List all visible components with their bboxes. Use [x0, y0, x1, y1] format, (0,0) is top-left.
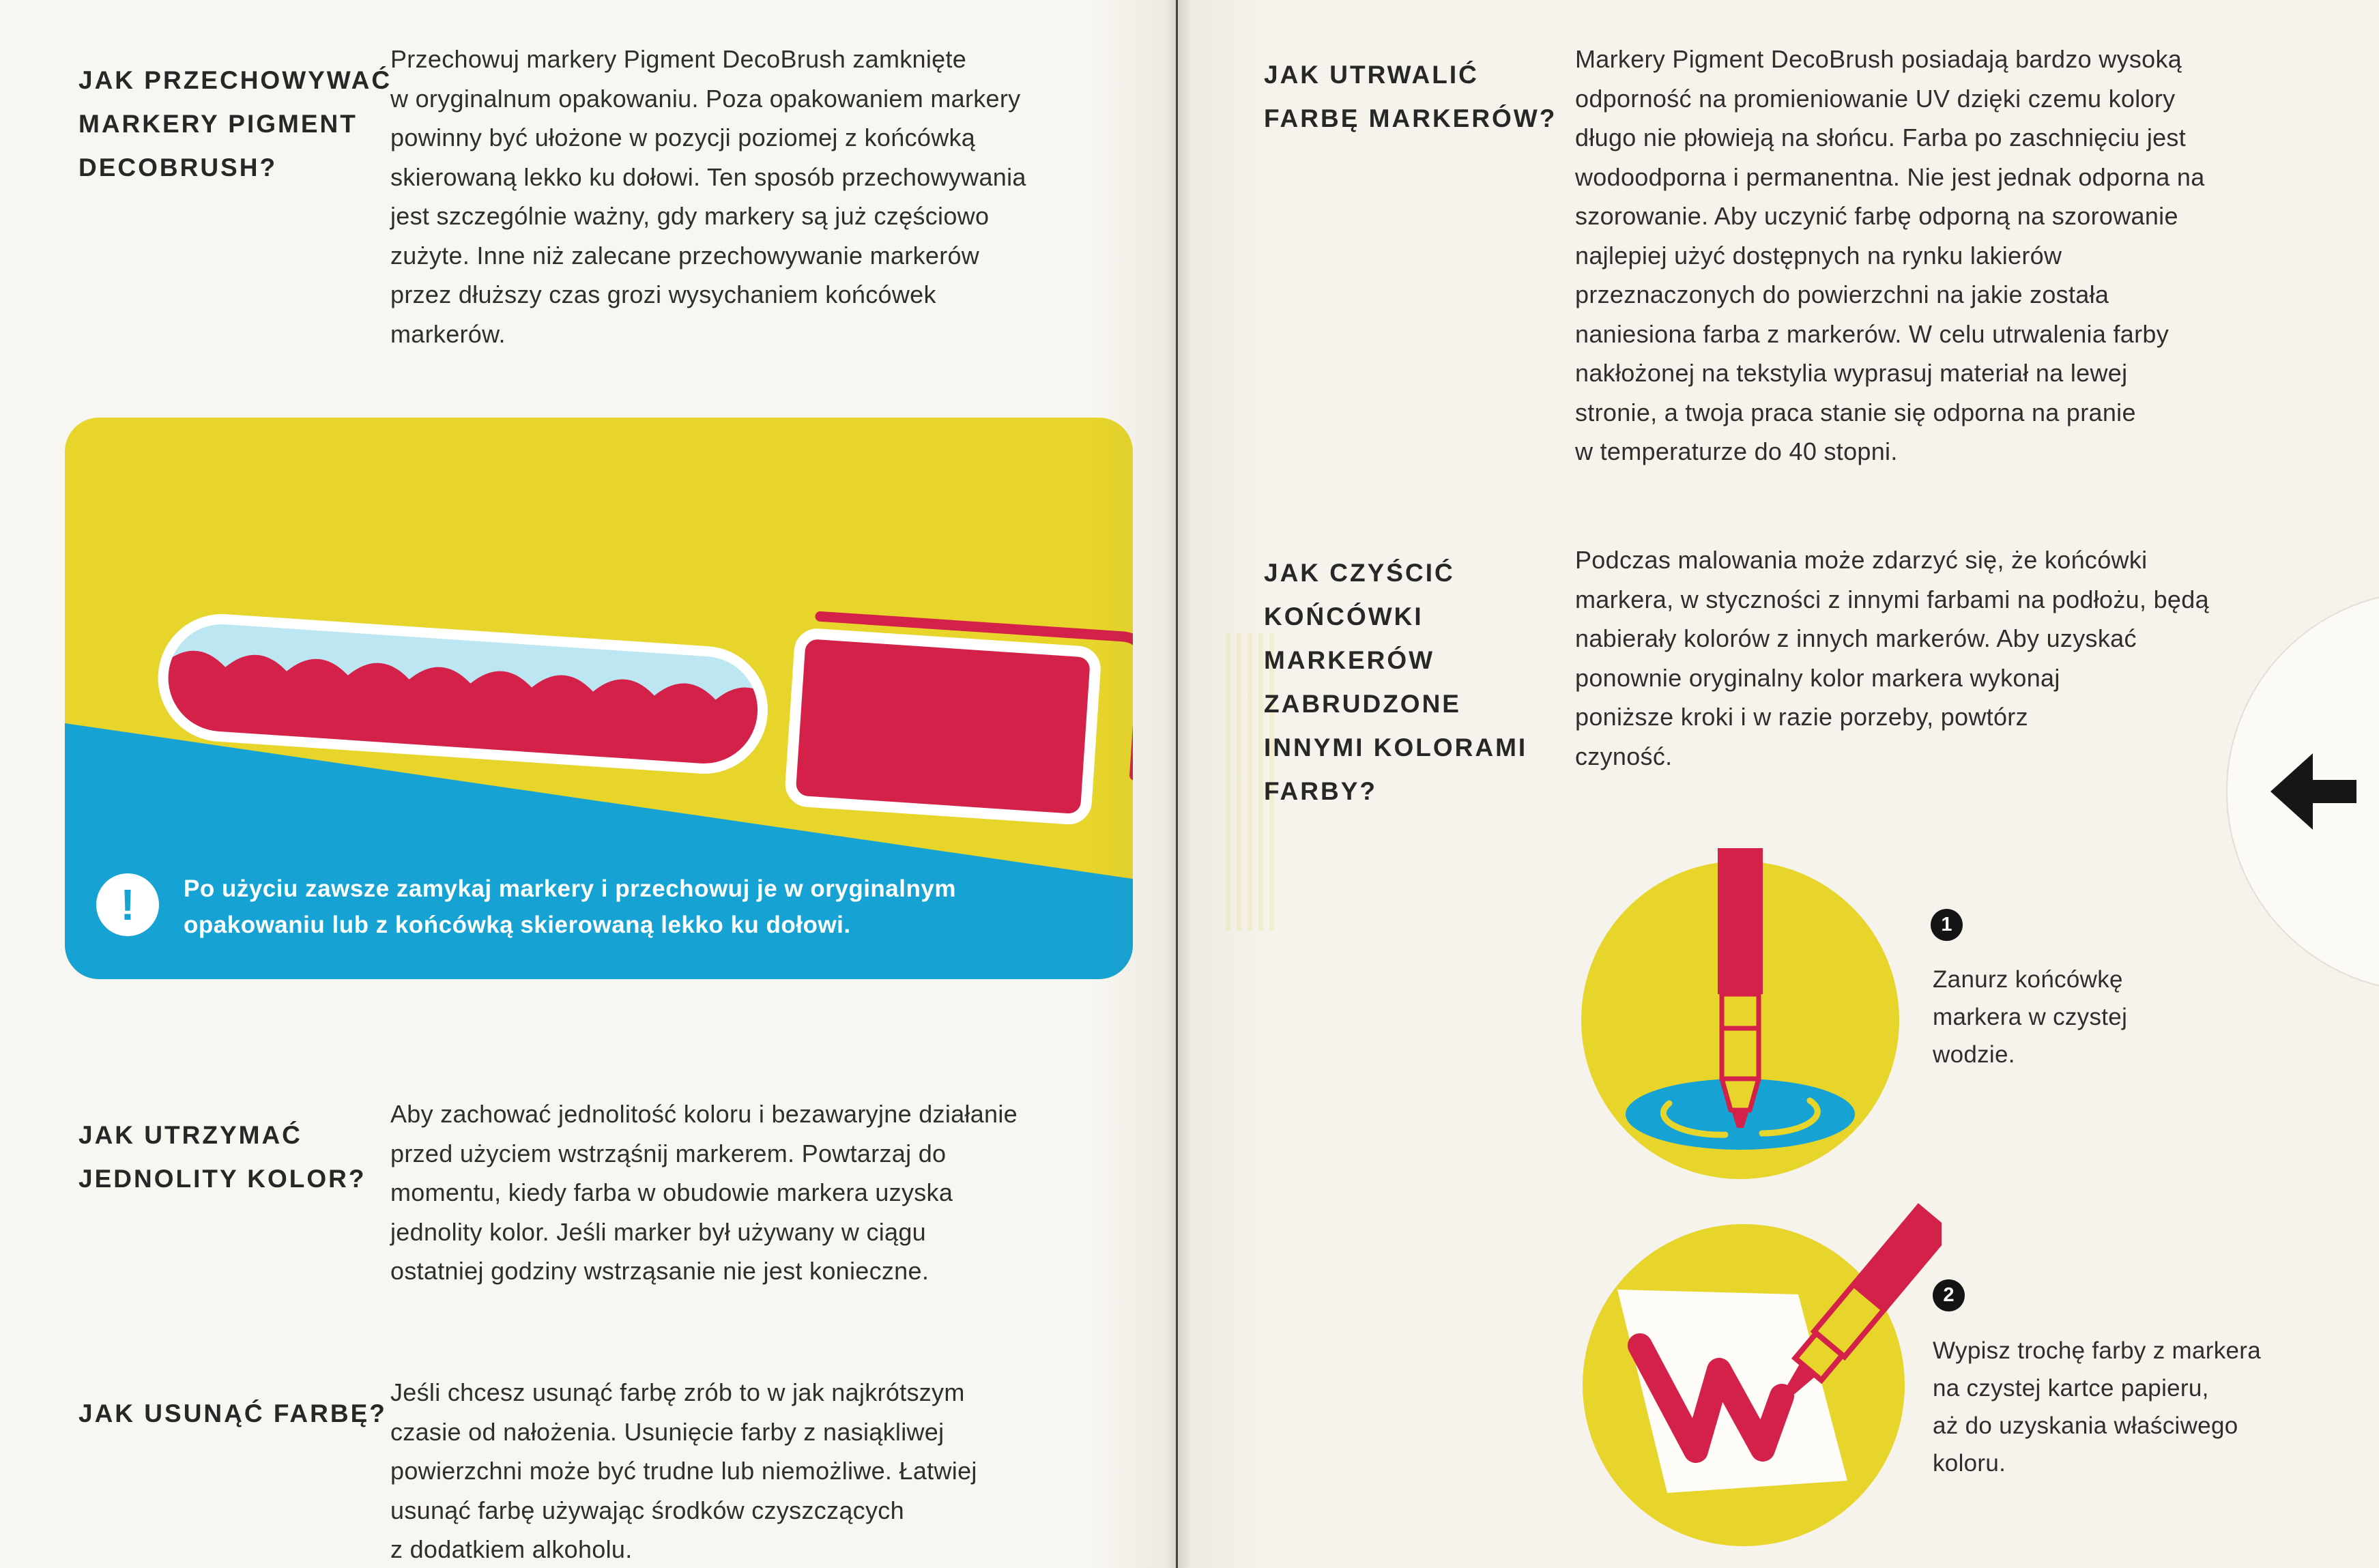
question-heading-clean-tips: JAK CZYŚCIĆ KOŃCÓWKI MARKERÓW ZABRUDZONE… [1264, 559, 1528, 805]
storage-note-text: Po użyciu zawsze zamykaj markery i przec… [184, 875, 956, 938]
answer-remove-paint: Jeśli chcesz usunąć farbę zrób to w jak … [390, 1378, 977, 1563]
marker-write-paper-illustration [1583, 1203, 1942, 1546]
print-artifact-stripes [1226, 633, 1280, 931]
step-2-badge: 2 [1933, 1279, 1965, 1311]
marker-cap [785, 628, 1101, 825]
answer-store: Przechowuj markery Pigment DecoBrush zam… [390, 45, 1026, 348]
diagonal-marker [1782, 1203, 1942, 1399]
step-1-badge: 1 [1931, 909, 1963, 941]
paint-squiggle [1628, 1333, 1794, 1463]
exclamation-icon: ! [96, 873, 159, 936]
marker-barrel [1718, 848, 1763, 994]
step-1-text: Zanurz końcówkę markera w czystej wodzie… [1933, 966, 2128, 1068]
fold-shadow [1092, 0, 1269, 1568]
water-area [65, 723, 1133, 979]
left-arrow-icon [2270, 753, 2356, 830]
marker-cap-clip [815, 611, 1133, 781]
marker-dip-water-illustration [1581, 848, 1899, 1179]
marker-nib [1731, 1110, 1749, 1128]
question-heading-fix-paint: JAK UTRWALIĆ FARBĘ MARKERÓW? [1264, 61, 1557, 132]
fold-line [1176, 0, 1178, 1568]
exclamation-glyph: ! [120, 880, 135, 929]
question-heading-remove-paint: JAK USUNĄĆ FARBĘ? [78, 1399, 387, 1427]
answer-fix-paint: Markery Pigment DecoBrush posiadają bard… [1575, 45, 2205, 465]
answer-uniform-color: Aby zachować jednolitość koloru i bezawa… [390, 1100, 1018, 1285]
storage-illustration-card: ! Po użyciu zawsze zamykaj markery i prz… [65, 418, 1133, 979]
answer-clean-tips: Podczas malowania może zdarzyć się, że k… [1575, 546, 2209, 770]
marker-horizontal-illustration [65, 611, 1133, 979]
question-heading-uniform-color: JAK UTRZYMAĆ JEDNOLITY KOLOR? [78, 1121, 366, 1193]
step-2-text: Wypisz trochę farby z markera na czystej… [1933, 1337, 2262, 1477]
marker-body-group [158, 611, 1133, 825]
question-heading-store: JAK PRZECHOWYWAĆ MARKERY PIGMENT DECOBRU… [78, 66, 392, 182]
